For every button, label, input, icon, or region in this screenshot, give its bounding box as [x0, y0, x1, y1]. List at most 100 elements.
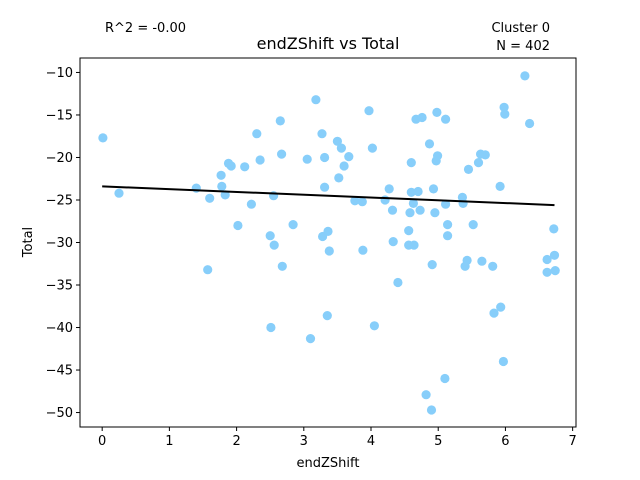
- data-point: [409, 240, 419, 250]
- data-point: [496, 302, 506, 312]
- data-point: [240, 162, 250, 172]
- data-point: [432, 107, 442, 117]
- data-point: [302, 154, 312, 164]
- data-point: [441, 114, 451, 124]
- axis-ticks: 0 1 2 3 4 5 6 7 −50 −45 −40 −35 −30 −25 −20 −15 −10: [46, 66, 577, 449]
- data-point: [463, 164, 474, 174]
- data-point: [269, 240, 279, 250]
- data-point: [433, 151, 443, 161]
- data-point: [233, 220, 243, 231]
- data-point: [277, 149, 287, 159]
- data-point: [462, 255, 472, 265]
- y-tick-label: −40: [46, 321, 73, 336]
- data-point: [488, 261, 498, 271]
- data-point: [311, 95, 321, 105]
- data-point: [380, 195, 390, 205]
- data-point: [542, 254, 552, 265]
- data-point: [367, 143, 377, 153]
- data-point: [480, 150, 490, 160]
- data-point: [413, 186, 423, 197]
- data-point: [357, 197, 367, 207]
- data-point: [443, 220, 453, 230]
- data-point: [388, 237, 398, 247]
- data-point: [417, 112, 427, 123]
- data-point: [322, 311, 332, 321]
- data-point: [406, 187, 416, 197]
- y-tick-label: −50: [46, 406, 73, 421]
- r-squared-annotation: R^2 = -0.00: [105, 21, 186, 36]
- data-point: [220, 190, 230, 200]
- data-point: [421, 390, 431, 400]
- data-point: [320, 152, 330, 163]
- data-point: [500, 109, 510, 119]
- regression-line: [102, 185, 555, 207]
- data-point: [440, 373, 450, 384]
- data-point: [405, 208, 415, 218]
- data-point: [305, 334, 316, 344]
- cluster-annotation: Cluster 0: [491, 21, 550, 36]
- data-point: [427, 260, 437, 270]
- y-tick-label: −35: [46, 279, 73, 294]
- data-point: [542, 267, 552, 277]
- y-tick-label: −30: [46, 236, 73, 251]
- data-point: [217, 181, 227, 191]
- x-tick-label: 1: [165, 434, 173, 449]
- x-axis-label: endZShift: [297, 456, 360, 471]
- data-point: [525, 118, 535, 129]
- x-tick-label: 7: [568, 434, 576, 449]
- data-point: [203, 265, 213, 275]
- y-axis-label: Total: [21, 227, 36, 258]
- data-point: [332, 136, 342, 146]
- data-point: [520, 71, 530, 81]
- plot-frame: [79, 57, 577, 428]
- data-point: [320, 182, 330, 192]
- data-point: [473, 158, 484, 168]
- data-point: [358, 245, 368, 255]
- data-point: [499, 102, 509, 112]
- data-point: [406, 158, 416, 168]
- data-point: [344, 152, 354, 162]
- sample-count-annotation: N = 402: [496, 39, 550, 54]
- x-tick-label: 2: [232, 434, 240, 449]
- data-point: [430, 208, 440, 218]
- data-point: [550, 266, 560, 276]
- data-point: [114, 188, 124, 198]
- data-point: [255, 155, 265, 165]
- data-point: [336, 143, 346, 153]
- data-point: [489, 308, 499, 318]
- data-point: [216, 170, 226, 180]
- data-point: [334, 173, 344, 183]
- y-tick-label: −20: [46, 151, 73, 166]
- data-point: [428, 184, 439, 194]
- data-point: [226, 161, 236, 171]
- plot-area: [98, 71, 560, 415]
- data-point: [498, 356, 508, 367]
- data-point: [549, 250, 560, 260]
- data-point: [265, 231, 275, 241]
- data-point: [350, 196, 360, 206]
- x-tick-label: 5: [434, 434, 442, 449]
- data-point: [468, 220, 478, 230]
- chart-title: endZShift vs Total: [257, 34, 400, 53]
- data-point: [205, 193, 215, 203]
- data-point: [275, 116, 285, 126]
- data-point: [364, 106, 374, 116]
- data-point: [443, 231, 453, 241]
- data-point: [384, 184, 394, 194]
- data-point: [317, 129, 327, 139]
- y-tick-label: −25: [46, 193, 73, 208]
- data-point: [324, 246, 334, 256]
- data-point: [387, 205, 398, 215]
- data-point: [246, 199, 256, 209]
- y-tick-label: −15: [46, 108, 73, 123]
- data-point: [549, 224, 559, 234]
- x-tick-label: 4: [367, 434, 375, 449]
- y-tick-label: −45: [46, 364, 73, 379]
- data-point: [477, 256, 487, 266]
- data-point: [404, 226, 414, 236]
- data-point: [424, 139, 435, 149]
- data-point: [369, 321, 379, 331]
- data-point: [252, 129, 262, 139]
- data-point: [98, 133, 108, 143]
